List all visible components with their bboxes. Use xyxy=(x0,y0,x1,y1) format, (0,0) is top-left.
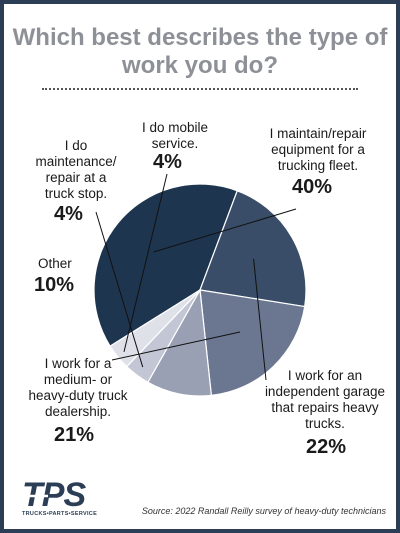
pct-fleet: 40% xyxy=(292,176,333,198)
label-fleet-line1: I maintain/repair xyxy=(269,126,367,141)
label-truckstop: I do maintenance/ repair at a truck stop… xyxy=(28,138,124,202)
label-dealer-line4: dealership. xyxy=(44,404,112,419)
label-fleet-line2: equipment for a xyxy=(271,142,365,157)
label-dealer: I work for a medium- or heavy-duty truck… xyxy=(26,356,130,420)
label-garage-line2: independent garage xyxy=(264,384,386,399)
pct-truckstop: 4% xyxy=(54,203,83,225)
label-dealer-line1: I work for a xyxy=(44,356,112,371)
label-other: Other xyxy=(38,256,72,272)
label-truckstop-line1: I do xyxy=(64,138,88,153)
label-other-line1: Other xyxy=(38,256,72,271)
tps-logo: TPS xyxy=(22,476,87,514)
pie-slice-0 xyxy=(93,183,239,347)
pie-slice-1 xyxy=(199,189,307,308)
label-fleet: I maintain/repair equipment for a trucki… xyxy=(258,126,378,174)
source-note: Source: 2022 Randall Reilly survey of he… xyxy=(141,506,386,516)
infographic-panel: Which best describes the type of work yo… xyxy=(4,4,396,529)
pie-chart xyxy=(93,173,307,397)
leader-line-4 xyxy=(95,211,144,368)
pct-garage: 22% xyxy=(306,436,347,458)
leader-line-0 xyxy=(153,208,297,253)
leader-line-5 xyxy=(123,173,168,352)
chart-title: Which best describes the type of work yo… xyxy=(12,24,388,79)
label-dealer-line3: heavy-duty truck xyxy=(28,388,128,403)
title-divider xyxy=(42,88,358,90)
label-garage: I work for an independent garage that re… xyxy=(260,368,390,432)
label-mobile-line1: I do mobile xyxy=(141,120,209,135)
label-dealer-line2: medium- or xyxy=(43,372,113,387)
label-garage-line4: trucks. xyxy=(305,416,345,431)
label-truckstop-line4: truck stop. xyxy=(44,186,108,201)
pct-other: 10% xyxy=(34,274,75,296)
label-garage-line3: that repairs heavy xyxy=(271,400,379,415)
pie-slice-2 xyxy=(199,289,306,397)
pie-slice-5 xyxy=(109,289,201,368)
tps-tagline: TRUCKS•PARTS•SERVICE xyxy=(22,511,98,517)
label-truckstop-line2: maintenance/ xyxy=(35,154,117,169)
label-garage-line1: I work for an xyxy=(287,368,363,383)
label-fleet-line3: trucking fleet. xyxy=(277,158,359,173)
pct-mobile: 4% xyxy=(153,151,182,173)
label-mobile: I do mobile service. xyxy=(130,120,220,152)
leader-line-2 xyxy=(111,331,241,361)
pct-dealer: 21% xyxy=(54,424,95,446)
leader-line-1 xyxy=(253,258,267,381)
label-truckstop-line3: repair at a xyxy=(45,170,107,185)
label-mobile-line2: service. xyxy=(151,136,199,151)
